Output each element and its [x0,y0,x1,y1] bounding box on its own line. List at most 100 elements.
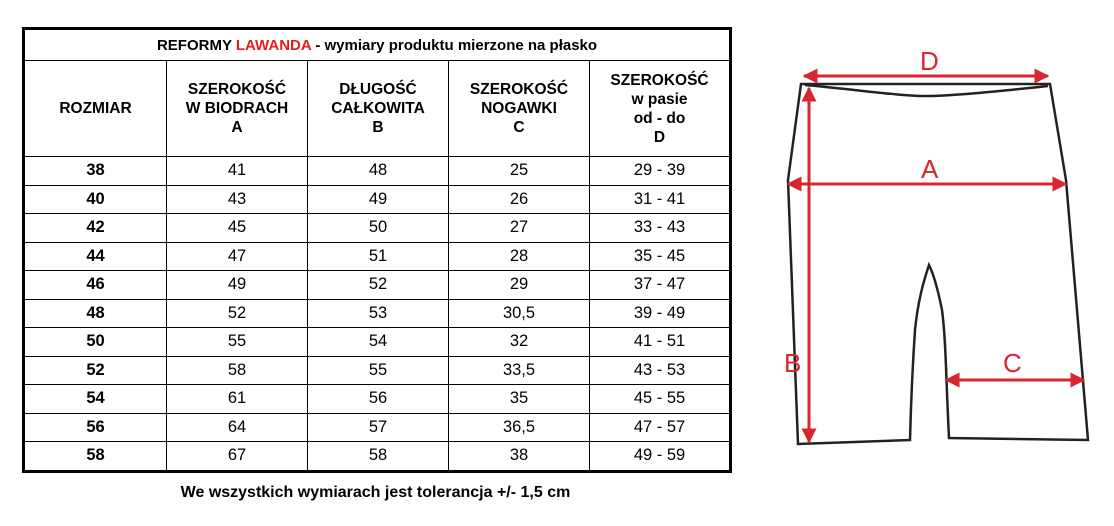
value-cell: 50 [307,213,449,243]
value-cell: 61 [166,384,308,414]
header-line: B [372,119,384,136]
header-line: w pasie [631,90,688,108]
value-cell: 39 - 49 [588,298,732,328]
table-body: 38 41 48 25 29 - 39 40 43 49 26 31 - 41 42 45 50 27 33… [23,156,732,472]
size-cell: 56 [23,412,167,442]
column-header: SZEROKOŚĆ NOGAWKI C [448,60,590,157]
title-suffix: - wymiary produktu mierzone na płasko [311,36,598,54]
table-row: 42 45 50 27 33 - 43 [23,213,732,243]
value-cell: 58 [307,441,449,472]
header-line: od - do [633,109,686,127]
header-line: NOGAWKI [481,100,557,117]
shorts-outline [786,82,1090,446]
brand-name: LAWANDA [235,36,312,54]
tolerance-note: We wszystkich wymiarach jest tolerancja … [180,484,571,501]
value-cell: 52 [307,270,449,300]
header-line: C [513,119,525,136]
value-cell: 52 [166,298,308,328]
value-cell: 57 [307,412,449,442]
table-row: 40 43 49 26 31 - 41 [23,184,732,214]
value-cell: 41 [166,156,308,186]
value-cell: 35 [448,384,590,414]
size-cell: 58 [23,441,167,472]
value-cell: 27 [448,213,590,243]
size-chart: REFORMY LAWANDA - wymiary produktu mierz… [22,27,733,473]
table-row: 52 58 55 33,5 43 - 53 [23,355,732,385]
table-row: 44 47 51 28 35 - 45 [23,241,732,271]
header-line: DŁUGOŚĆ [339,81,417,98]
size-table: REFORMY LAWANDA - wymiary produktu mierz… [22,27,733,473]
label-c: C [1003,348,1022,378]
value-cell: 47 - 57 [588,412,732,442]
value-cell: 26 [448,184,590,214]
size-cell: 46 [23,270,167,300]
value-cell: 51 [307,241,449,271]
value-cell: 29 - 39 [588,156,732,186]
value-cell: 48 [307,156,449,186]
value-cell: 32 [448,327,590,357]
value-cell: 35 - 45 [588,241,732,271]
value-cell: 41 - 51 [588,327,732,357]
header-line: SZEROKOŚĆ [469,81,569,98]
size-cell: 42 [23,213,167,243]
header-line: SZEROKOŚĆ [610,71,709,89]
measurement-arrows [786,68,1086,444]
value-cell: 55 [166,327,308,357]
value-cell: 56 [307,384,449,414]
header-row: ROZMIAR SZEROKOŚĆ W BIODRACH A DŁUGOŚĆ CAŁKOW… [23,60,732,157]
title-prefix: REFORMY [156,36,236,54]
column-header: ROZMIAR [23,60,167,157]
value-cell: 47 [166,241,308,271]
value-cell: 43 [166,184,308,214]
size-cell: 50 [23,327,167,357]
value-cell: 37 - 47 [588,270,732,300]
table-row: 38 41 48 25 29 - 39 [23,156,732,186]
value-cell: 43 - 53 [588,355,732,385]
value-cell: 29 [448,270,590,300]
value-cell: 53 [307,298,449,328]
header-line: W BIODRACH [185,100,289,117]
header-line: D [653,128,666,146]
size-cell: 44 [23,241,167,271]
value-cell: 25 [448,156,590,186]
value-cell: 33,5 [448,355,590,385]
value-cell: 28 [448,241,590,271]
value-cell: 64 [166,412,308,442]
shorts-diagram: D A B C [784,46,1090,446]
header-line: SZEROKOŚĆ [187,81,287,98]
value-cell: 49 [166,270,308,300]
value-cell: 49 [307,184,449,214]
label-b: B [784,348,801,378]
table-row: 54 61 56 35 45 - 55 [23,384,732,414]
value-cell: 45 [166,213,308,243]
value-cell: 54 [307,327,449,357]
value-cell: 36,5 [448,412,590,442]
column-header: DŁUGOŚĆ CAŁKOWITA B [307,60,449,157]
value-cell: 45 - 55 [588,384,732,414]
column-header: SZEROKOŚĆ w pasie od - do D [588,60,732,157]
value-cell: 33 - 43 [588,213,732,243]
table-row: 56 64 57 36,5 47 - 57 [23,412,732,442]
column-header: SZEROKOŚĆ W BIODRACH A [166,60,308,157]
size-cell: 48 [23,298,167,328]
table-row: 48 52 53 30,5 39 - 49 [23,298,732,328]
table-row: 50 55 54 32 41 - 51 [23,327,732,357]
header-line: A [231,119,243,136]
size-cell: 40 [23,184,167,214]
header-line: CAŁKOWITA [331,100,425,117]
label-d: D [920,46,939,76]
label-a: A [921,154,939,184]
table-title: REFORMY LAWANDA - wymiary produktu mierz… [22,28,732,61]
value-cell: 31 - 41 [588,184,732,214]
value-cell: 55 [307,355,449,385]
value-cell: 58 [166,355,308,385]
header-line: ROZMIAR [59,100,132,117]
value-cell: 38 [448,441,590,472]
value-cell: 49 - 59 [588,441,732,472]
size-cell: 52 [23,355,167,385]
table-row: 58 67 58 38 49 - 59 [23,441,732,472]
size-cell: 54 [23,384,167,414]
value-cell: 67 [166,441,308,472]
value-cell: 30,5 [448,298,590,328]
size-cell: 38 [23,156,167,186]
